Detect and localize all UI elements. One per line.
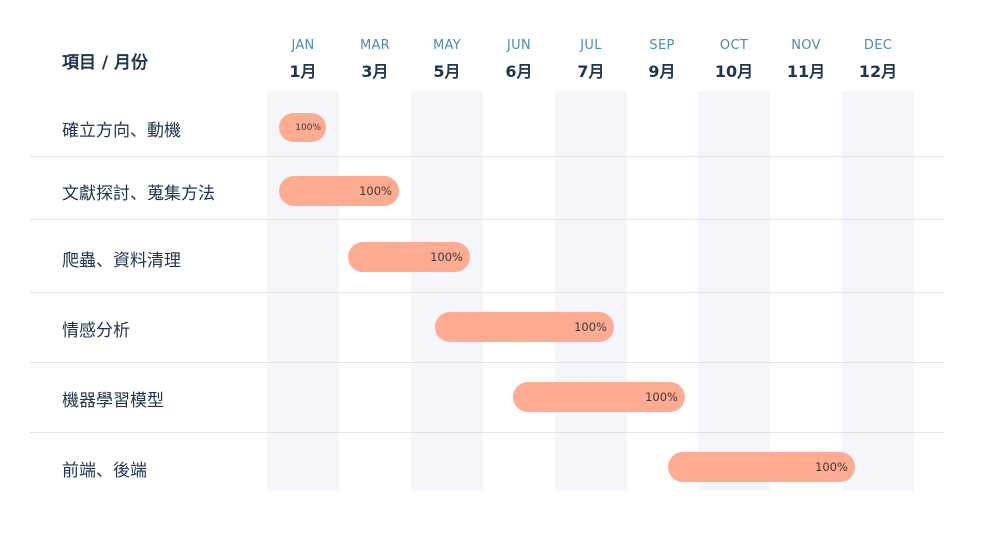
- task-progress: 100%: [359, 184, 392, 198]
- month-header: MAY 5月: [407, 38, 487, 82]
- month-en: NOV: [791, 38, 821, 53]
- task-label: 文獻探討、蒐集方法: [62, 184, 215, 204]
- month-zh: 1月: [289, 62, 317, 81]
- month-zh: 10月: [714, 62, 754, 81]
- row-divider: [30, 292, 944, 293]
- month-header: NOV 11月: [766, 38, 846, 82]
- month-en: MAY: [433, 38, 461, 53]
- column-band-dec: [842, 91, 914, 491]
- task-bar[interactable]: 100%: [348, 242, 470, 272]
- task-label: 情感分析: [62, 321, 130, 341]
- header-title: 項目 / 月份: [62, 53, 149, 73]
- task-progress: 100%: [295, 122, 321, 133]
- month-header: MAR 3月: [335, 38, 415, 82]
- month-en: OCT: [719, 38, 749, 53]
- task-progress: 100%: [645, 390, 678, 404]
- task-progress: 100%: [574, 320, 607, 334]
- month-en: JAN: [291, 38, 315, 53]
- month-header: JUL 7月: [551, 38, 631, 82]
- task-label: 確立方向、動機: [62, 121, 181, 141]
- column-band-jul: [555, 91, 627, 491]
- month-zh: 3月: [361, 62, 389, 81]
- month-header: OCT 10月: [694, 38, 774, 82]
- month-en: SEP: [649, 38, 675, 53]
- month-zh: 12月: [858, 62, 898, 81]
- month-zh: 5月: [433, 62, 461, 81]
- task-bar[interactable]: 100%: [668, 452, 855, 482]
- task-label: 爬蟲、資料清理: [62, 251, 181, 271]
- task-bar[interactable]: 100%: [435, 312, 614, 342]
- month-en: JUN: [507, 38, 531, 53]
- task-bar[interactable]: 100%: [279, 113, 326, 142]
- column-band-jan: [267, 91, 339, 491]
- month-header: SEP 9月: [622, 38, 702, 82]
- month-zh: 11月: [786, 62, 826, 81]
- task-label: 機器學習模型: [62, 391, 164, 411]
- task-progress: 100%: [815, 460, 848, 474]
- row-divider: [30, 432, 944, 433]
- month-en: MAR: [359, 38, 391, 53]
- month-header: JAN 1月: [263, 38, 343, 82]
- month-zh: 7月: [577, 62, 605, 81]
- row-divider: [30, 219, 944, 220]
- month-header: JUN 6月: [479, 38, 559, 82]
- month-en: DEC: [863, 38, 893, 53]
- month-zh: 6月: [505, 62, 533, 81]
- row-divider: [30, 362, 944, 363]
- column-band-may: [411, 91, 483, 491]
- task-bar[interactable]: 100%: [279, 176, 399, 206]
- task-progress: 100%: [430, 250, 463, 264]
- column-band-oct: [698, 91, 770, 491]
- row-divider: [30, 156, 944, 157]
- month-header: DEC 12月: [838, 38, 918, 82]
- month-en: JUL: [580, 38, 602, 53]
- task-bar[interactable]: 100%: [513, 382, 685, 412]
- task-label: 前端、後端: [62, 461, 147, 481]
- month-zh: 9月: [648, 62, 676, 81]
